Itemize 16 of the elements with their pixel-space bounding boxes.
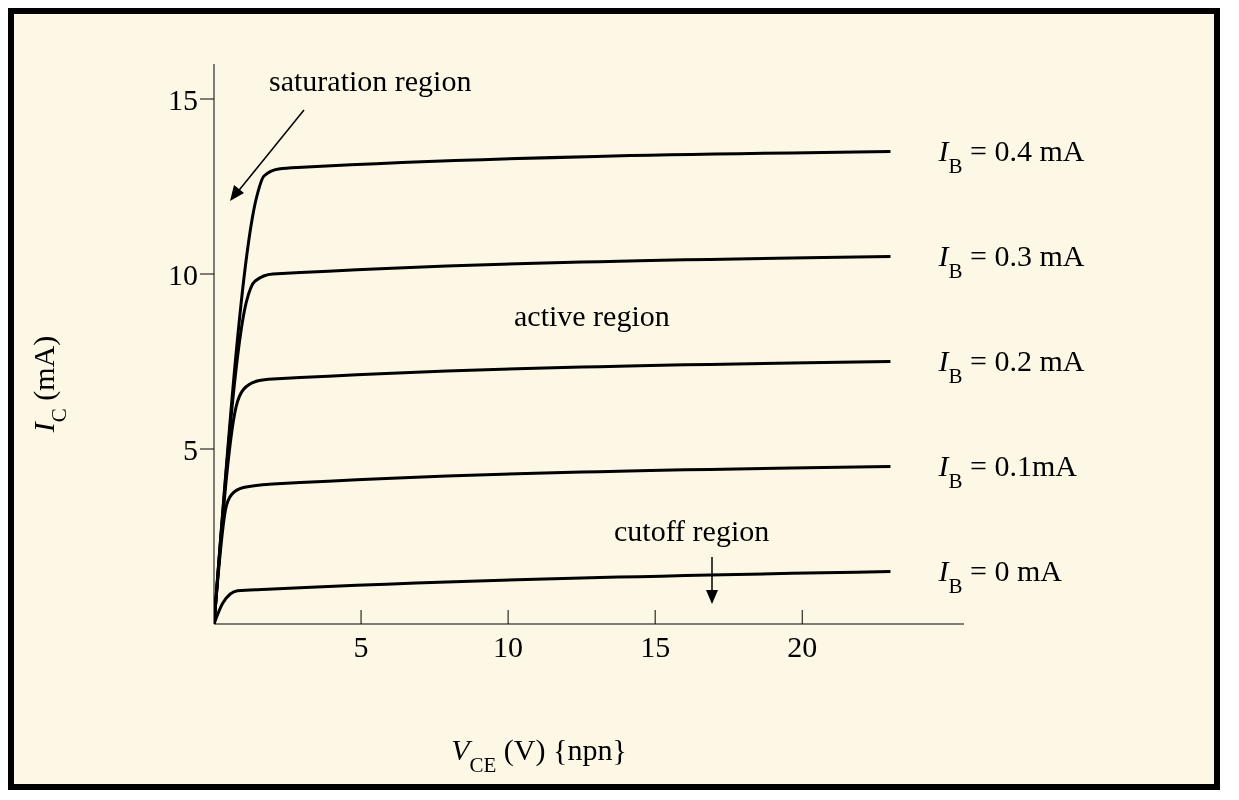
annotation: saturation region <box>269 64 472 98</box>
series-label: I$_{B}$ = 0.3 mA <box>937 238 1085 283</box>
x-tick-label: 20 <box>787 630 818 664</box>
x-tick-label: 15 <box>640 630 671 664</box>
annotation: cutoff region <box>614 514 770 548</box>
x-tick-label: 5 <box>353 630 369 664</box>
annotation: active region <box>514 299 670 333</box>
y-tick-label: 15 <box>168 82 198 116</box>
series-label: I$_{B}$ = 0.4 mA <box>937 133 1085 178</box>
series-label: I$_{B}$ = 0.2 mA <box>937 343 1085 388</box>
y-tick-label: 5 <box>183 432 198 466</box>
series-label: I$_{B}$ = 0.1mA <box>937 448 1078 493</box>
series-label: I$_{B}$ = 0 mA <box>937 553 1063 598</box>
y-tick-label: 10 <box>168 257 198 291</box>
x-tick-label: 10 <box>493 630 524 664</box>
x-axis-title: V$_{CE}$ (V) {npn} <box>451 733 627 777</box>
